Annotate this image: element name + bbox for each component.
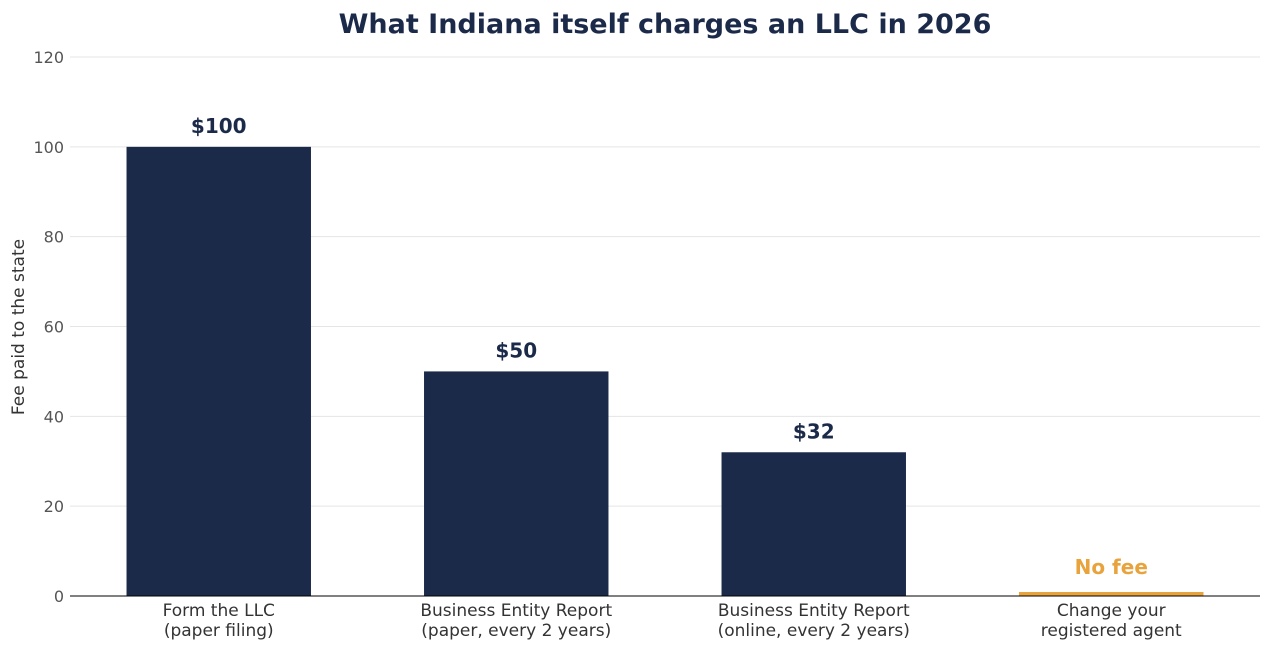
data-label: $32: [793, 419, 835, 443]
x-tick-label: (paper filing): [164, 621, 274, 641]
bar: [126, 146, 311, 597]
bar-zero: [1019, 592, 1204, 596]
x-tick-label: Change your: [1057, 601, 1166, 621]
data-label: $50: [495, 338, 537, 362]
bars: [126, 146, 1204, 597]
y-tick-label: 0: [54, 587, 64, 606]
y-tick-label: 100: [33, 138, 64, 157]
x-tick-label: Form the LLC: [163, 601, 275, 621]
y-tick-label: 60: [44, 318, 64, 337]
data-label: No fee: [1075, 555, 1148, 579]
y-tick-labels: 0 20 40 60 80 100 120: [33, 48, 64, 606]
y-tick-label: 20: [44, 497, 64, 516]
y-tick-label: 120: [33, 48, 64, 67]
x-tick-label: registered agent: [1041, 621, 1182, 641]
y-tick-label: 80: [44, 228, 64, 247]
y-axis-label: Fee paid to the state: [9, 239, 29, 415]
bar: [424, 371, 609, 596]
data-labels: $100 $50 $32 No fee: [191, 114, 1148, 579]
x-tick-label: Business Entity Report: [420, 601, 612, 621]
bar: [721, 452, 906, 596]
x-tick-label: Business Entity Report: [718, 601, 910, 621]
chart-title: What Indiana itself charges an LLC in 20…: [339, 9, 992, 40]
x-tick-labels: Form the LLC(paper filing) Business Entit…: [163, 601, 1182, 641]
x-tick-label: (paper, every 2 years): [421, 621, 611, 641]
x-tick-label: (online, every 2 years): [718, 621, 910, 641]
y-tick-label: 40: [44, 407, 64, 426]
data-label: $100: [191, 114, 247, 138]
